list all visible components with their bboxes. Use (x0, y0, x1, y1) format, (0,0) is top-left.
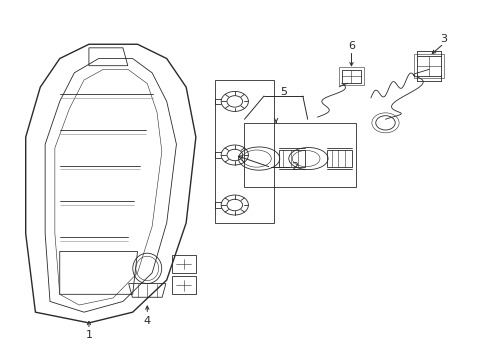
Text: 2: 2 (290, 162, 297, 172)
Text: 4: 4 (143, 316, 150, 326)
Bar (326, 150, 351, 167)
Bar (416, 56, 441, 76)
Bar (278, 150, 305, 167)
Bar (171, 276, 196, 294)
Text: 1: 1 (85, 330, 92, 341)
Bar (413, 54, 444, 78)
Bar (342, 69, 360, 83)
Bar (171, 255, 196, 273)
Bar (244, 123, 356, 187)
Bar (339, 67, 363, 85)
Text: 5: 5 (279, 87, 286, 98)
Bar (215, 80, 273, 223)
Text: 3: 3 (440, 34, 447, 44)
Text: 6: 6 (347, 41, 354, 51)
